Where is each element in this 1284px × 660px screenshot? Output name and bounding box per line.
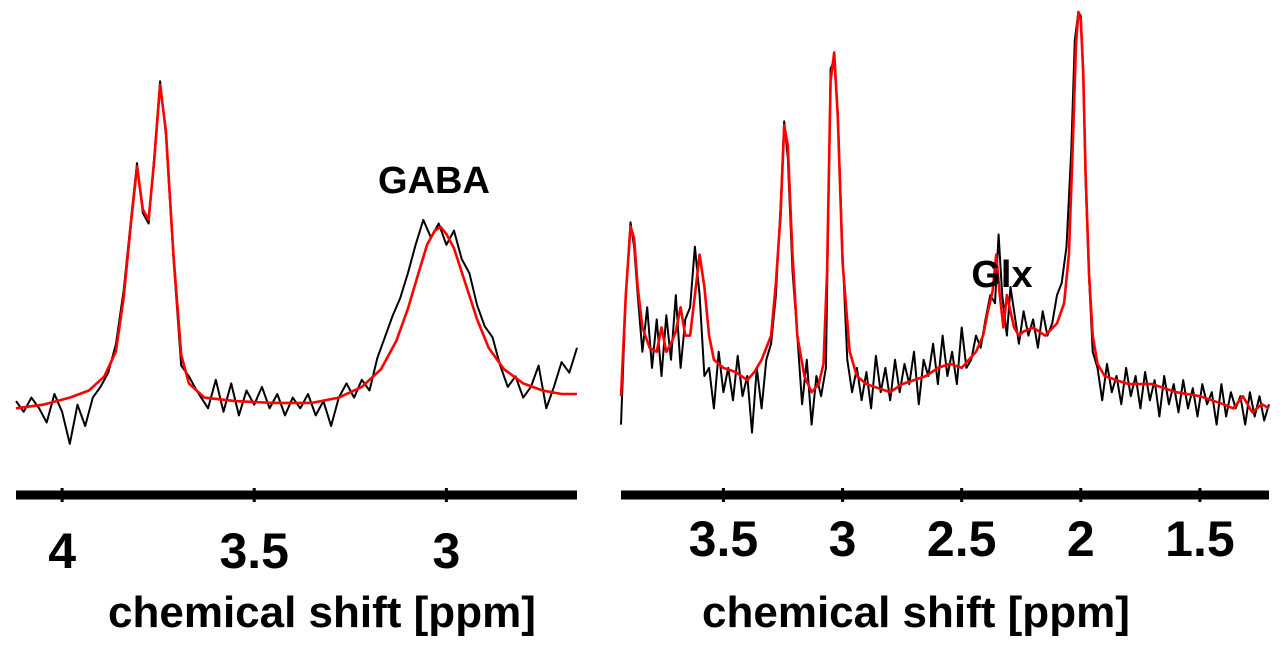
glx-annotation: Glx xyxy=(971,254,1032,296)
x-ticks-gaba: 4 3.5 3 xyxy=(48,488,460,579)
plot-area-gaba xyxy=(15,80,578,445)
x-tick-label: 3 xyxy=(432,523,460,579)
spectrum-line-glx xyxy=(620,11,1270,434)
x-tick-label: 2 xyxy=(1067,511,1095,567)
x-ticks-glx: 3.5 3 2.5 2 1.5 xyxy=(689,488,1235,567)
panel-gaba: 4 3.5 3 GABA chemical shift [ppm] xyxy=(15,80,578,637)
spectrum-line-gaba xyxy=(15,80,578,445)
x-axis-title-gaba: chemical shift [ppm] xyxy=(108,588,536,637)
x-tick-label: 4 xyxy=(48,523,76,579)
x-tick-label: 3.5 xyxy=(689,511,759,567)
x-axis-title-glx: chemical shift [ppm] xyxy=(702,588,1130,637)
x-tick-label: 2.5 xyxy=(927,511,997,567)
panel-glx: 3.5 3 2.5 2 1.5 Glx chemical shift [ppm] xyxy=(619,10,1270,637)
fit-line-gaba xyxy=(15,83,577,410)
x-tick-label: 3 xyxy=(829,511,857,567)
x-tick-label: 1.5 xyxy=(1165,511,1235,567)
gaba-annotation: GABA xyxy=(378,160,490,202)
x-tick-label: 3.5 xyxy=(219,523,289,579)
fit-line-glx xyxy=(619,10,1270,414)
plot-area-glx xyxy=(619,10,1270,434)
